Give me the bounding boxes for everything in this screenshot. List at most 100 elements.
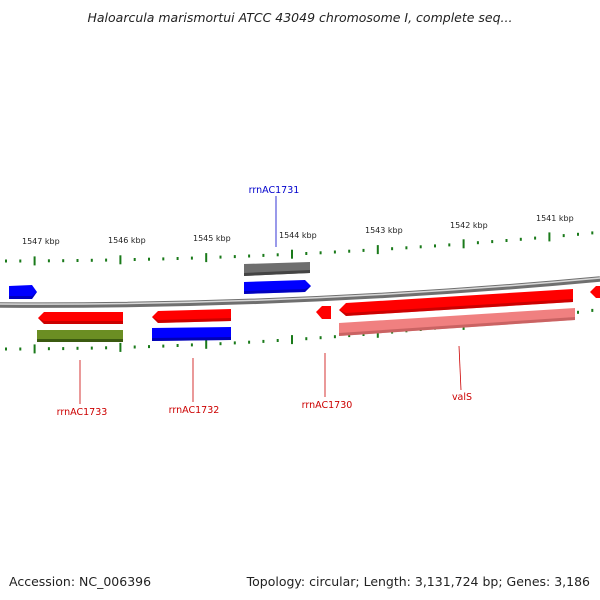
genome-backbone (0, 276, 600, 308)
major-tick (462, 239, 465, 249)
major-tick (291, 249, 293, 259)
minor-tick (19, 259, 22, 263)
minor-tick (62, 259, 65, 263)
cds-bar-blue-shade (152, 337, 231, 341)
tick-label: 1543 kbp (365, 226, 403, 235)
minor-tick (562, 234, 565, 238)
accession-text: Accession: NC_006396 (9, 574, 152, 589)
minor-tick (519, 237, 522, 241)
minor-tick (348, 334, 351, 338)
minor-tick (5, 259, 7, 263)
minor-tick (162, 344, 165, 348)
minor-tick (133, 258, 136, 261)
gene-label-rrnAC1730[interactable]: rrnAC1730 (302, 400, 353, 411)
minor-tick (76, 259, 79, 262)
minor-tick (333, 335, 336, 339)
minor-tick (405, 246, 408, 250)
major-tick (291, 335, 293, 345)
major-tick (119, 342, 122, 352)
forward-gene-arrow[interactable] (9, 285, 37, 299)
minor-tick (105, 346, 108, 350)
gene-arrow-valS[interactable] (339, 289, 573, 316)
tick-label: 1547 kbp (22, 237, 60, 246)
minor-tick (148, 345, 150, 349)
minor-tick (534, 236, 537, 240)
minor-tick (219, 342, 222, 346)
tick-label: 1544 kbp (279, 231, 317, 240)
minor-tick (233, 341, 236, 345)
forward-features (9, 262, 311, 299)
major-tick (33, 344, 36, 354)
minor-tick (90, 258, 93, 262)
minor-tick (419, 245, 422, 249)
minor-tick (348, 249, 351, 253)
minor-tick (148, 257, 150, 261)
upper-tick-row (5, 231, 594, 266)
minor-tick (190, 256, 193, 260)
gene-arrow-shade (152, 317, 231, 323)
minor-tick (577, 232, 579, 236)
minor-tick (190, 343, 193, 347)
minor-tick (362, 333, 365, 336)
minor-tick (233, 255, 236, 259)
minor-tick (62, 347, 65, 351)
rna-gene-bar-shade (244, 270, 310, 276)
minor-tick (476, 241, 479, 245)
major-tick (548, 232, 551, 242)
gene-label-valS[interactable]: valS (452, 392, 472, 403)
summary-text: Topology: circular; Length: 3,131,724 bp… (246, 574, 590, 589)
minor-tick (248, 340, 251, 344)
minor-tick (591, 308, 594, 312)
major-tick (376, 245, 379, 255)
genome-backbone-highlight (0, 277, 600, 305)
major-tick (33, 256, 36, 266)
gene-label-rrnAC1731[interactable]: rrnAC1731 (249, 185, 300, 196)
minor-tick (276, 339, 279, 342)
minor-tick (162, 257, 165, 261)
major-tick (205, 253, 208, 263)
minor-tick (90, 346, 93, 350)
leader-line (458, 345, 462, 391)
minor-tick (47, 259, 50, 263)
minor-tick (319, 251, 322, 255)
minor-tick (305, 337, 308, 341)
map-title: Haloarcula marismortui ATCC 43049 chromo… (87, 10, 513, 25)
gene-label-rrnAC1733[interactable]: rrnAC1733 (57, 407, 108, 418)
minor-tick (577, 310, 579, 314)
minor-tick (305, 252, 308, 255)
minor-tick (133, 345, 136, 349)
tick-label: 1542 kbp (450, 221, 488, 230)
minor-tick (391, 247, 394, 251)
gene-arrow-shade (38, 318, 123, 324)
tick-label: 1545 kbp (193, 234, 231, 243)
minor-tick (333, 250, 336, 254)
gene-labels: rrnAC1731 rrnAC1733 rrnAC1732 rrnAC1730 … (57, 185, 472, 418)
minor-tick (262, 253, 265, 257)
minor-tick (434, 244, 436, 248)
minor-tick (176, 344, 179, 347)
minor-tick (362, 248, 365, 252)
minor-tick (248, 254, 251, 258)
minor-tick (448, 243, 451, 247)
reverse-features (37, 286, 600, 342)
cds-bar-olive-shade (37, 339, 123, 342)
gene-arrow-shade (339, 299, 573, 316)
minor-tick (19, 347, 22, 351)
minor-tick (76, 346, 79, 350)
major-tick (119, 255, 122, 265)
minor-tick (105, 258, 108, 262)
cds-bar-pink-shade (339, 317, 575, 336)
gene-arrow-shade (244, 286, 311, 294)
label-leaders (79, 196, 462, 404)
gene-arrow-edge[interactable] (590, 286, 600, 298)
minor-tick (262, 339, 265, 343)
tick-label: 1546 kbp (108, 236, 146, 245)
minor-tick (219, 255, 222, 259)
gene-label-rrnAC1732[interactable]: rrnAC1732 (169, 405, 220, 416)
gene-arrow-rrnAC1730[interactable] (316, 306, 331, 319)
minor-tick (176, 257, 179, 260)
minor-tick (591, 231, 594, 235)
minor-tick (505, 239, 508, 242)
minor-tick (47, 347, 50, 351)
